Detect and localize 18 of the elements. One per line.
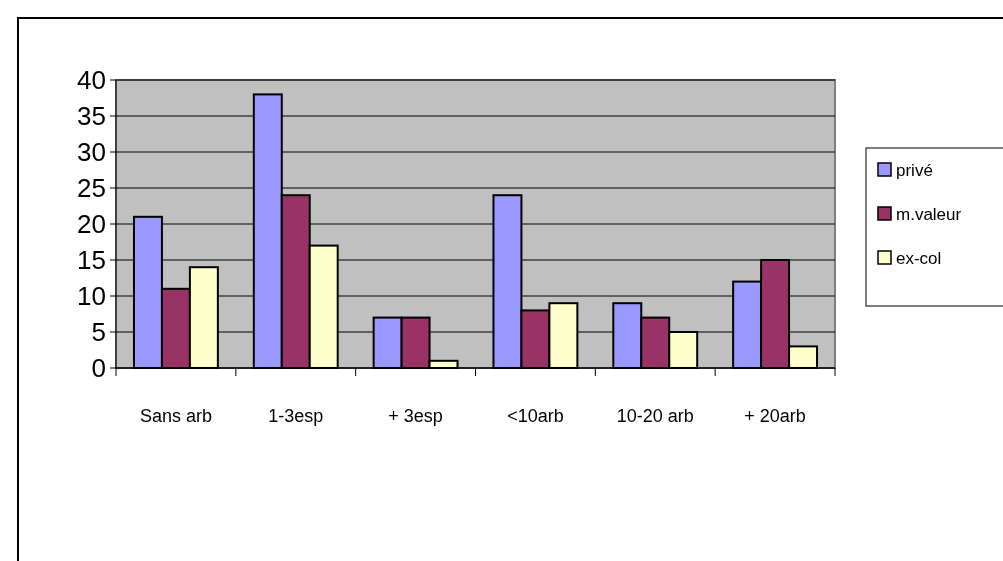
y-tick-label: 15 (77, 245, 106, 276)
y-tick-label: 25 (77, 173, 106, 204)
y-tick-label: 30 (77, 137, 106, 168)
y-tick-label: 10 (77, 281, 106, 312)
y-tick-label: 5 (91, 317, 106, 348)
y-tick-label: 20 (77, 209, 106, 240)
y-tick-label: 40 (77, 65, 106, 96)
y-tick-label: 0 (91, 353, 106, 384)
x-tick-label: 10-20 arb (616, 406, 694, 426)
x-tick-label: + 3esp (388, 406, 443, 426)
x-tick-label: + 20arb (744, 406, 806, 426)
x-tick-label: Sans arb (139, 406, 212, 426)
x-tick-label: 1-3esp (268, 406, 324, 426)
y-tick-label: 35 (77, 101, 106, 132)
legend-label: privé (896, 160, 933, 180)
legend-label: ex-col (896, 248, 942, 268)
legend-label: m.valeur (896, 204, 962, 224)
x-tick-label: <10arb (507, 406, 564, 426)
